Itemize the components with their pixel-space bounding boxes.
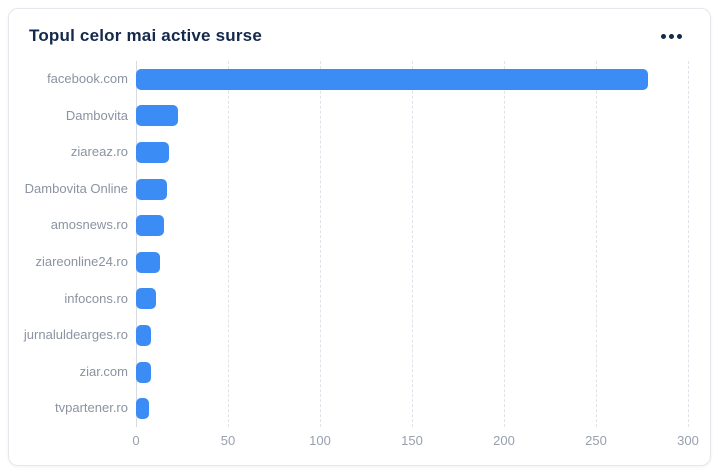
ellipsis-dot	[661, 34, 666, 39]
gridline	[504, 61, 505, 427]
bar[interactable]	[136, 105, 179, 127]
gridline	[228, 61, 229, 427]
y-axis-label: ziareonline24.ro	[35, 253, 128, 269]
bar-row	[136, 98, 688, 135]
bar-row	[136, 244, 688, 281]
card-title: Topul celor mai active surse	[29, 26, 262, 45]
y-axis-label: amosnews.ro	[50, 217, 128, 233]
y-axis-label: ziareaz.ro	[70, 144, 128, 160]
x-axis-tick-label: 250	[585, 433, 607, 448]
bar[interactable]	[136, 251, 160, 273]
y-axis-label: Dambovita Online	[24, 180, 128, 196]
x-axis-tick-label: 300	[677, 433, 699, 448]
y-axis-line	[136, 61, 137, 427]
y-axis-label: tvpartener.ro	[55, 400, 128, 416]
bar[interactable]	[136, 324, 151, 346]
ellipsis-dot	[677, 34, 682, 39]
x-axis-tick-label: 150	[401, 433, 423, 448]
bar-row	[136, 390, 688, 427]
x-axis-tick-label: 0	[132, 433, 140, 448]
bar-row	[136, 207, 688, 244]
bar[interactable]	[136, 215, 164, 237]
y-axis-label: facebook.com	[47, 71, 128, 86]
gridline	[596, 61, 597, 427]
bar-row	[136, 61, 688, 98]
plot-area	[136, 61, 689, 427]
bar[interactable]	[136, 141, 170, 163]
y-axis-label: Dambovita	[65, 107, 128, 123]
y-axis-label: ziar.com	[79, 363, 128, 379]
x-axis-tick-label: 50	[220, 433, 236, 448]
bar-row	[136, 281, 688, 318]
card-header: Topul celor mai active surse	[9, 9, 710, 53]
bar[interactable]	[136, 398, 149, 420]
gridline	[320, 61, 321, 427]
ellipsis-dot	[669, 34, 674, 39]
chart-card: Topul celor mai active surse facebook.co…	[8, 8, 711, 466]
ellipsis-menu-button[interactable]	[659, 26, 684, 47]
y-axis-labels: facebook.com Dambovita ziareaz.ro Dambovita…	[9, 61, 128, 427]
bar-row	[136, 171, 688, 208]
bar-row	[136, 354, 688, 391]
x-axis-tick-label: 100	[309, 433, 331, 448]
x-axis: 0 50 100 150 200 250 300	[132, 429, 698, 453]
bar-row	[136, 134, 688, 171]
bar[interactable]	[136, 288, 157, 310]
x-axis-tick-label: 200	[493, 433, 515, 448]
y-axis-label: infocons.ro	[64, 290, 128, 306]
gridline	[688, 61, 689, 427]
bar-row	[136, 317, 688, 354]
bar[interactable]	[136, 178, 168, 200]
bar[interactable]	[136, 361, 151, 383]
gridline	[412, 61, 413, 427]
bar[interactable]	[136, 68, 648, 90]
bar-chart: facebook.com Dambovita ziareaz.ro Dambovita…	[9, 61, 710, 427]
y-axis-label: jurnaluldearges.ro	[23, 327, 128, 343]
